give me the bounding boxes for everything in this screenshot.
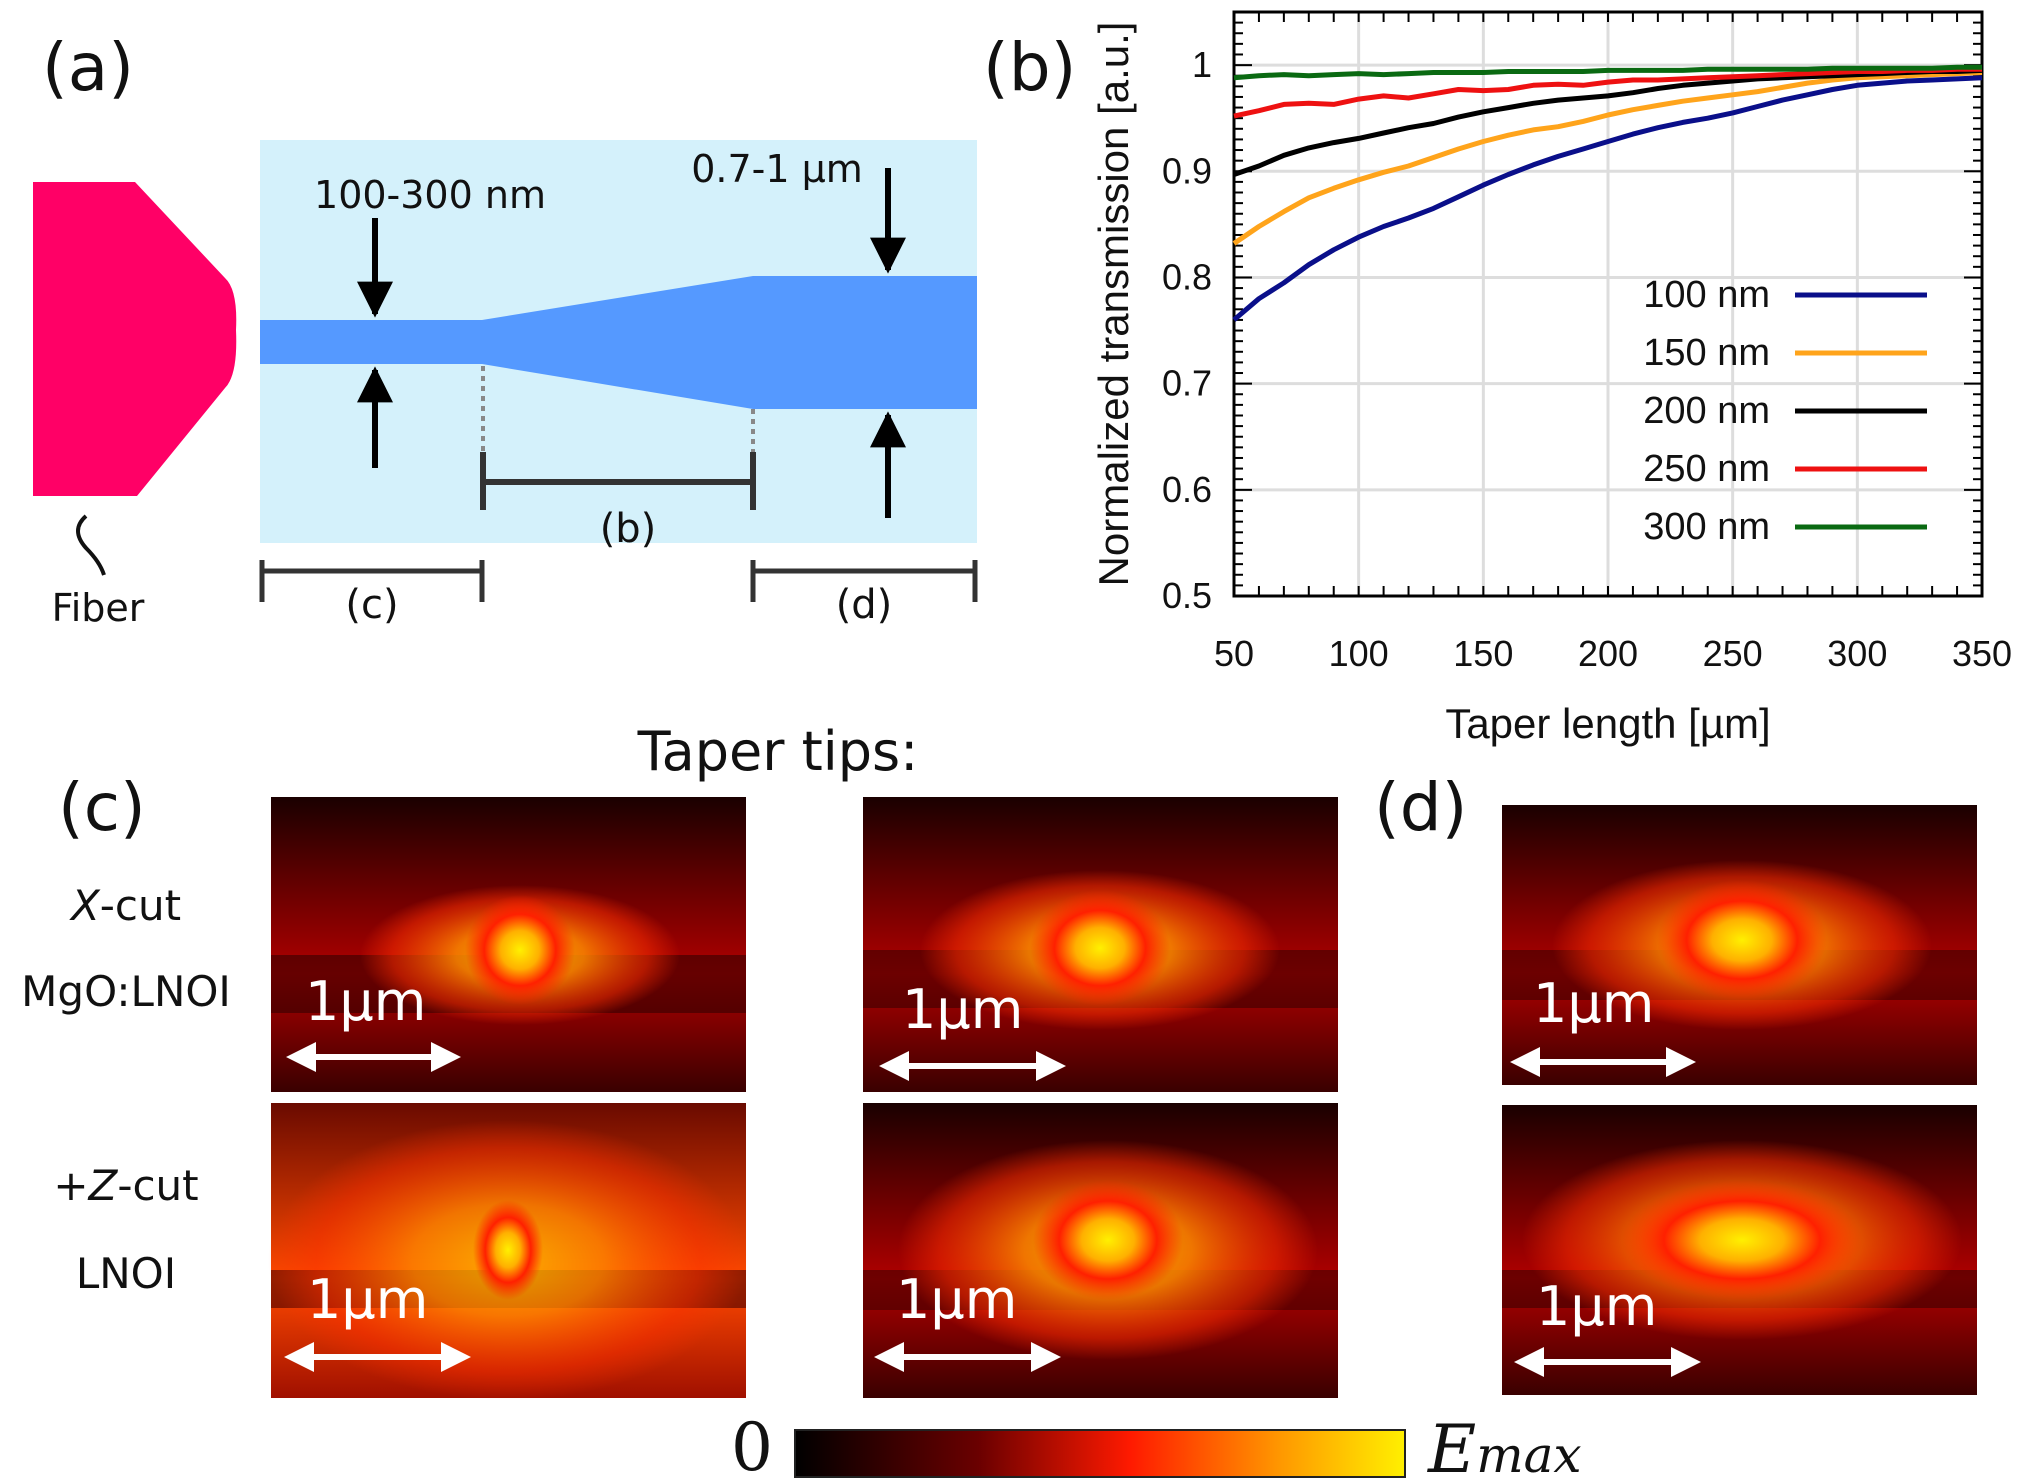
- panel-a-letter: (a): [42, 29, 134, 106]
- legend-label-250-nm: 250 nm: [1643, 448, 1770, 490]
- mode-map-c-xcut-narrow: 1µm: [271, 797, 746, 1092]
- y-tick-label-2: 0.7: [1162, 363, 1212, 404]
- section-d-label: (d): [836, 582, 893, 628]
- fiber-tip: [33, 182, 237, 496]
- scale-label-c3: 1µm: [307, 1268, 428, 1331]
- x-tick-label-4: 250: [1703, 633, 1763, 674]
- scale-label-c2: 1µm: [902, 978, 1023, 1041]
- x-tick-label-2: 150: [1453, 633, 1513, 674]
- x-tick-label-0: 50: [1214, 633, 1254, 674]
- legend-label-150-nm: 150 nm: [1643, 332, 1770, 374]
- mode-map-d-zcut: 1µm: [1502, 1105, 1977, 1395]
- y-tick-label-1: 0.6: [1162, 469, 1212, 510]
- row2-label-line1: +Z-cut: [53, 1161, 198, 1210]
- x-tick-label-3: 200: [1578, 633, 1638, 674]
- y-axis-title: Normalized transmission [a.u.]: [1090, 22, 1137, 587]
- waveguide-taper: [260, 276, 977, 409]
- panel-b: (b) 50 100 150 200 250 300 350 0.5 0.6 0.7 0.8 0.9 1…: [983, 10, 2012, 747]
- x-tick-label-6: 350: [1952, 633, 2012, 674]
- tip-width-label: 100-300 nm: [314, 173, 546, 217]
- scale-label-c4: 1µm: [896, 1268, 1017, 1331]
- bracket-d: [750, 560, 978, 602]
- x-tick-label-5: 300: [1827, 633, 1887, 674]
- legend-label-200-nm: 200 nm: [1643, 390, 1770, 432]
- colorbar-max-label: Emax: [1427, 1411, 1582, 1482]
- legend-label-100-nm: 100 nm: [1643, 274, 1770, 316]
- panel-c-letter: (c): [58, 769, 146, 846]
- mode-map-c-zcut-wide: 1µm: [863, 1103, 1338, 1398]
- section-b-label: (b): [600, 506, 657, 552]
- series-line-100-nm: [1232, 75, 1983, 322]
- panel-d: (d) 1µm 1µm: [1374, 769, 1977, 1395]
- transmission-chart: 50 100 150 200 250 300 350 0.5 0.6 0.7 0.8 0.9 1 Tape…: [1090, 10, 2012, 747]
- y-tick-label-3: 0.8: [1162, 256, 1212, 297]
- taper-tips-heading: Taper tips:: [637, 720, 919, 783]
- series-line-150-nm: [1232, 70, 1983, 246]
- y-tick-label-5: 1: [1192, 44, 1212, 85]
- colorbar: 0 Emax: [731, 1409, 1582, 1482]
- row1-label-line2: MgO:LNOI: [21, 967, 231, 1016]
- x-axis-title: Taper length [µm]: [1445, 700, 1770, 747]
- mode-map-c-zcut-narrow: 1µm: [268, 1103, 748, 1400]
- colorbar-gradient: [794, 1429, 1406, 1478]
- y-tick-label-0: 0.5: [1162, 575, 1212, 616]
- panel-d-letter: (d): [1374, 769, 1467, 846]
- panel-b-letter: (b): [983, 29, 1076, 106]
- section-c-label: (c): [345, 582, 398, 628]
- series-line-250-nm: [1233, 66, 1982, 119]
- panel-a: (a) Fiber 100-300 nm 0.7-1 µm (b) (c): [33, 29, 978, 630]
- panel-c: Taper tips: (c) X-cut MgO:LNOI +Z-cut LN…: [21, 720, 1338, 1400]
- mode-map-c-xcut-wide: 1µm: [863, 797, 1338, 1092]
- x-tick-label-1: 100: [1329, 633, 1389, 674]
- row1-label-line1: X-cut: [69, 881, 181, 930]
- scale-label-d1: 1µm: [1533, 972, 1654, 1035]
- legend-label-300-nm: 300 nm: [1643, 506, 1770, 548]
- colorbar-min-label: 0: [731, 1409, 773, 1482]
- y-tick-label-4: 0.9: [1162, 150, 1212, 191]
- scale-label-d2: 1µm: [1536, 1275, 1657, 1338]
- plot-frame: [1232, 10, 1984, 598]
- fiber-label: Fiber: [52, 586, 145, 630]
- series-line-300-nm: [1233, 64, 1982, 81]
- fiber-squiggle: [76, 514, 106, 576]
- row2-label-line2: LNOI: [76, 1249, 176, 1298]
- bracket-c: [259, 560, 485, 602]
- wg-width-label: 0.7-1 µm: [691, 147, 863, 191]
- mode-map-d-xcut: 1µm: [1502, 805, 1977, 1085]
- scale-label-c1: 1µm: [305, 970, 426, 1033]
- bracket-b: [480, 452, 756, 510]
- series-line-200-nm: [1233, 67, 1983, 177]
